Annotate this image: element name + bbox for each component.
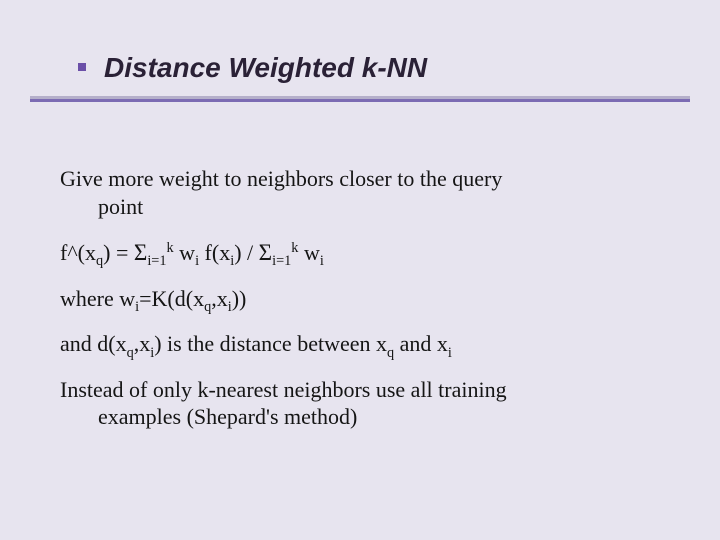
where-sub-i2: i <box>228 299 232 315</box>
title-bullet-icon <box>78 63 86 71</box>
formula-sub-q1: q <box>96 253 103 269</box>
formula-lhs: f^(x <box>60 240 96 265</box>
where-sub-i: i <box>135 299 139 315</box>
where-sub-q: q <box>204 299 211 315</box>
formula-sub-i1: i <box>195 253 199 269</box>
intro-line1: Give more weight to neighbors closer to … <box>60 166 502 191</box>
formula-sub-i2: i <box>230 253 234 269</box>
formula-sub-i3: i <box>320 253 324 269</box>
intro-text: Give more weight to neighbors closer to … <box>60 165 660 220</box>
where-c: ,x <box>211 286 228 311</box>
formula-sub-lo2: i=1 <box>272 253 291 269</box>
title-underline <box>30 96 690 102</box>
where-b: =K(d(x <box>139 286 204 311</box>
where-a: where w <box>60 286 135 311</box>
final-line2: examples (Shepard's method) <box>98 404 357 429</box>
sigma-icon-2: Σ <box>259 239 272 265</box>
formula-mid2: w <box>174 240 195 265</box>
and-sub-q2: q <box>387 345 394 361</box>
final-line1: Instead of only k-nearest neighbors use … <box>60 377 507 402</box>
where-line: where wi=K(d(xq,xi)) <box>60 285 660 313</box>
and-line: and d(xq,xi) is the distance between xq … <box>60 330 660 358</box>
and-sub-i2: i <box>448 345 452 361</box>
and-b: ,x <box>134 331 151 356</box>
where-d: )) <box>232 286 247 311</box>
and-d: and x <box>394 331 448 356</box>
formula-mid3: f(x <box>199 240 230 265</box>
formula-sub-lo1: i=1 <box>147 253 166 269</box>
formula-line: f^(xq) = Σi=1k wi f(xi) / Σi=1k wi <box>60 238 660 267</box>
slide-title: Distance Weighted k-NN <box>104 52 427 83</box>
formula-mid1: ) = <box>103 240 134 265</box>
and-a: and d(x <box>60 331 127 356</box>
slide-body: Give more weight to neighbors closer to … <box>60 165 660 449</box>
and-sub-i: i <box>150 345 154 361</box>
slide: Distance Weighted k-NN Give more weight … <box>0 0 720 540</box>
sigma-icon: Σ <box>134 239 147 265</box>
formula-sup-hi1: k <box>167 240 174 256</box>
formula-mid4: ) / <box>234 240 258 265</box>
formula-mid5: w <box>298 240 319 265</box>
title-row: Distance Weighted k-NN <box>78 52 680 84</box>
final-text: Instead of only k-nearest neighbors use … <box>60 376 660 431</box>
and-c: ) is the distance between x <box>154 331 387 356</box>
formula-sup-hi2: k <box>291 240 298 256</box>
and-sub-q: q <box>127 345 134 361</box>
intro-line2: point <box>98 194 143 219</box>
